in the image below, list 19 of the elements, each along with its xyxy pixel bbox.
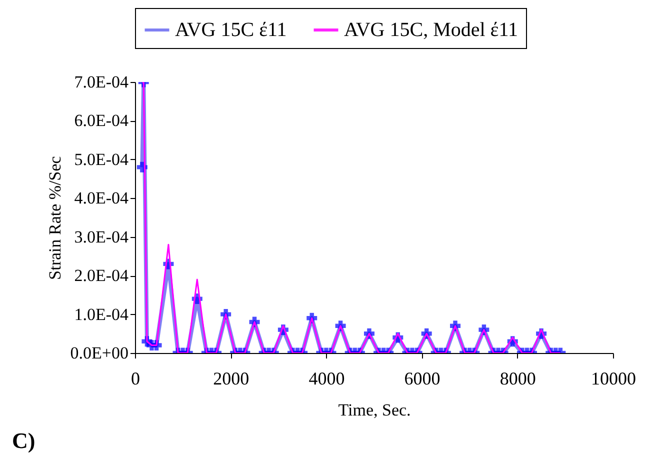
y-tick-label: 0.0E+00 [70,344,128,362]
y-tick-label: 2.0E-04 [74,266,129,286]
y-tick-label: 3.0E-04 [74,227,129,246]
x-tick-label: 6000 [404,368,440,388]
y-axis-title: Strain Rate %/Sec [45,156,64,280]
y-tick-label: 7.0E-04 [74,72,129,92]
text: C) [12,428,36,454]
x-tick-label: 4000 [308,368,345,388]
y-tick-label: 6.0E-04 [74,111,129,130]
x-axis-title: Time, Sec. [338,400,411,420]
x-tick-label: 0 [131,368,140,388]
legend-label: AVG 15C έ11 [175,19,287,41]
y-tick-label: 5.0E-04 [74,150,129,169]
y-tick-label: 1.0E-04 [74,304,129,324]
legend-label: AVG 15C, Model έ11 [344,19,518,41]
x-tick-label: 8000 [500,368,536,388]
x-tick-label: 2000 [213,368,250,388]
x-tick-label: 10000 [591,368,636,388]
y-tick-label: 4.0E-04 [74,188,129,208]
